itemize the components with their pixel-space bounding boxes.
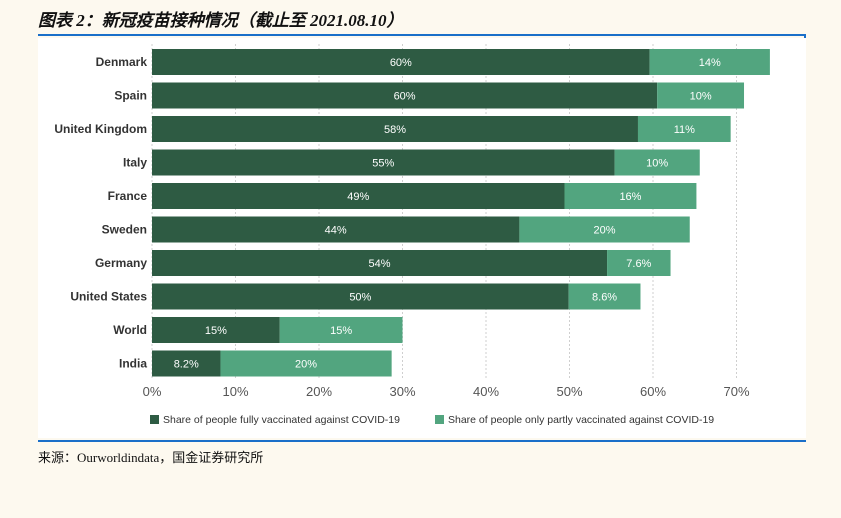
title-rule-tick [804, 34, 806, 40]
bar-partly-vaccinated [607, 250, 671, 276]
bar-partly-vaccinated [519, 216, 690, 243]
bar-partly-vaccinated [614, 149, 700, 176]
bar-data-label: 58% [384, 124, 406, 136]
bottom-rule [38, 440, 806, 442]
bar-partly-vaccinated [637, 116, 731, 142]
bar-partly-vaccinated [649, 49, 770, 75]
category-label: Italy [123, 156, 147, 170]
x-tick-label: 30% [389, 384, 415, 399]
bar-data-label: 55% [372, 158, 394, 170]
bar-data-label: 20% [295, 359, 317, 371]
bar-data-label: 16% [619, 191, 641, 203]
category-label: Germany [95, 256, 147, 270]
category-label: Sweden [102, 223, 147, 237]
legend-swatch [435, 415, 444, 424]
x-tick-label: 0% [143, 384, 162, 399]
x-tick-label: 60% [640, 384, 666, 399]
bar-fully-vaccinated [152, 283, 569, 310]
bar-data-label: 8.2% [174, 359, 199, 371]
bar-fully-vaccinated [152, 317, 280, 343]
bar-fully-vaccinated [152, 250, 608, 276]
legend-label: Share of people only partly vaccinated a… [448, 414, 714, 426]
bar-data-label: 10% [690, 91, 712, 103]
bar-data-label: 49% [347, 191, 369, 203]
bar-data-label: 50% [349, 292, 371, 304]
bar-fully-vaccinated [152, 350, 221, 377]
category-label: United States [70, 290, 147, 304]
bar-data-label: 14% [699, 57, 721, 69]
category-label: Spain [114, 89, 147, 103]
bar-data-label: 8.6% [592, 292, 617, 304]
x-tick-label: 10% [222, 384, 248, 399]
bar-data-label: 44% [325, 225, 347, 237]
legend-label: Share of people fully vaccinated against… [163, 414, 400, 426]
bar-data-label: 60% [390, 57, 412, 69]
x-tick-label: 40% [473, 384, 499, 399]
category-label: France [108, 189, 148, 203]
x-tick-label: 70% [723, 384, 749, 399]
category-label: Denmark [96, 55, 148, 69]
bar-partly-vaccinated [279, 317, 403, 343]
category-label: India [119, 357, 147, 371]
bar-data-label: 7.6% [626, 258, 651, 270]
legend-swatch [150, 415, 159, 424]
bar-fully-vaccinated [152, 149, 615, 176]
bar-data-label: 10% [646, 158, 668, 170]
bar-data-label: 15% [330, 325, 352, 337]
bar-data-label: 11% [674, 124, 695, 136]
bar-fully-vaccinated [152, 116, 638, 142]
source-note: 来源：Ourworldindata，国金证券研究所 [38, 450, 264, 465]
bar-data-label: 60% [394, 91, 416, 103]
bar-fully-vaccinated [152, 82, 658, 109]
bar-partly-vaccinated [564, 183, 697, 209]
bar-partly-vaccinated [220, 350, 392, 377]
bar-data-label: 20% [594, 225, 616, 237]
x-tick-label: 20% [306, 384, 332, 399]
bar-chart: 0% 10% 20% 30% 40% 50% 60% 70% Denmark 60% 14% Spai… [54, 44, 770, 426]
category-label: United Kingdom [54, 122, 147, 136]
bar-fully-vaccinated [152, 183, 565, 209]
bar-data-label: 15% [205, 325, 227, 337]
bar-fully-vaccinated [152, 216, 520, 243]
title-rule [38, 34, 806, 36]
chart-title: 图表 2：新冠疫苗接种情况（截止至 2021.08.10） [38, 11, 404, 30]
bar-data-label: 54% [369, 258, 391, 270]
category-label: World [113, 323, 147, 337]
bar-fully-vaccinated [152, 49, 650, 75]
x-tick-label: 50% [556, 384, 582, 399]
bar-partly-vaccinated [657, 82, 745, 109]
chart-panel: 0% 10% 20% 30% 40% 50% 60% 70% Denmark 60% 14% Spai… [38, 38, 806, 438]
bar-partly-vaccinated [568, 283, 641, 310]
